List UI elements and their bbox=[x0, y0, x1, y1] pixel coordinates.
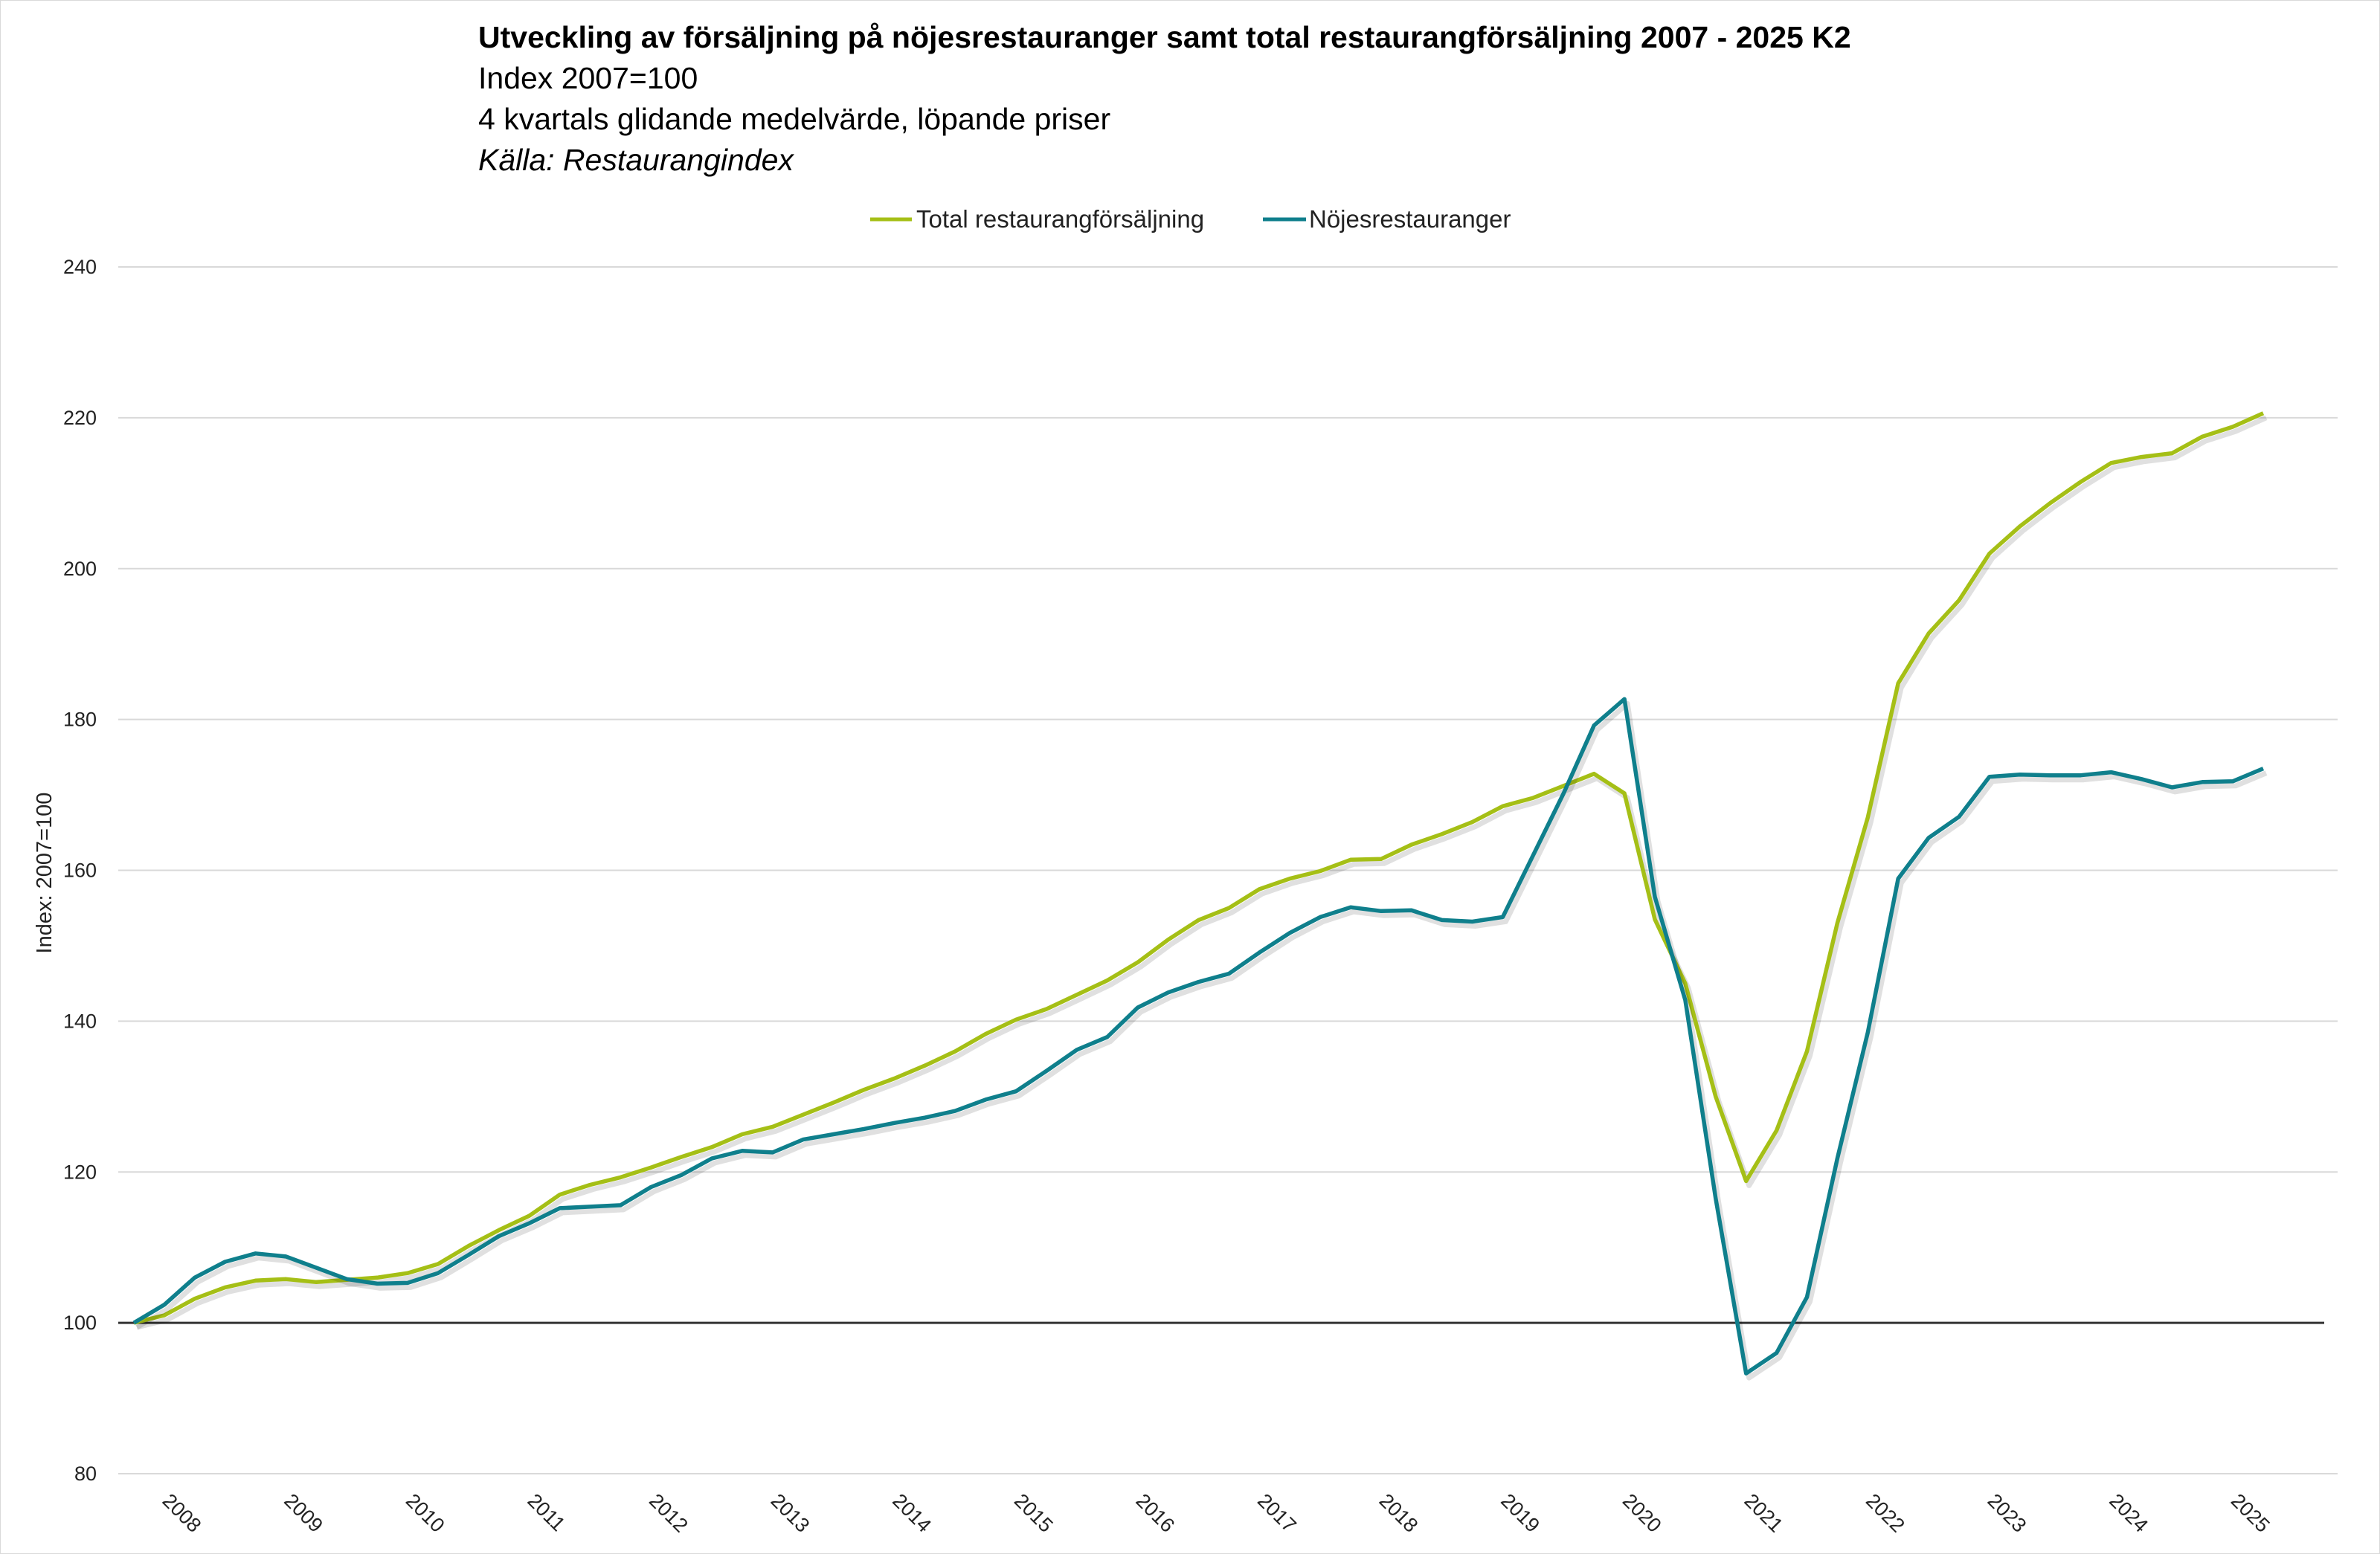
y-tick-label: 220 bbox=[63, 407, 97, 429]
y-tick-label: 200 bbox=[63, 558, 97, 580]
series-shadow bbox=[135, 700, 2268, 1381]
x-tick-label: 2018 bbox=[1375, 1489, 1423, 1537]
series-line-total bbox=[133, 411, 2265, 1325]
y-tick-label: 240 bbox=[63, 256, 97, 278]
y-tick-labels: 80 100 120 140 160 180 200 220 240 bbox=[63, 256, 97, 1485]
y-tick-label: 120 bbox=[63, 1161, 97, 1183]
x-tick-label: 2009 bbox=[280, 1489, 327, 1537]
x-tick-label: 2022 bbox=[1862, 1489, 1909, 1537]
x-tick-label: 2020 bbox=[1618, 1489, 1666, 1537]
x-tick-labels: 2008 2009 2010 2011 2012 2013 2014 2015 2016 2017… bbox=[158, 1489, 2274, 1537]
x-tick-label: 2025 bbox=[2227, 1489, 2274, 1537]
legend-label-total: Total restaurangförsäljning bbox=[916, 205, 1204, 233]
chart-source: Källa: Restaurangindex bbox=[478, 143, 794, 177]
legend: Total restaurangförsäljning Nöjesrestaur… bbox=[870, 205, 1511, 233]
series-lines bbox=[132, 411, 2268, 1381]
x-tick-label: 2012 bbox=[645, 1489, 692, 1537]
x-tick-label: 2008 bbox=[158, 1489, 206, 1537]
legend-label-nojes: Nöjesrestauranger bbox=[1309, 205, 1511, 233]
y-tick-label: 160 bbox=[63, 860, 97, 882]
x-tick-label: 2017 bbox=[1253, 1489, 1301, 1537]
y-tick-label: 100 bbox=[63, 1312, 97, 1334]
x-tick-label: 2013 bbox=[767, 1489, 814, 1537]
y-tick-label: 140 bbox=[63, 1010, 97, 1032]
x-tick-label: 2024 bbox=[2105, 1489, 2152, 1537]
x-tick-label: 2021 bbox=[1740, 1489, 1787, 1537]
y-axis-title: Index: 2007=100 bbox=[33, 793, 57, 954]
series-shadow bbox=[136, 415, 2268, 1330]
x-tick-label: 2014 bbox=[888, 1489, 936, 1537]
y-tick-label: 180 bbox=[63, 709, 97, 731]
chart-subtitle-2: 4 kvartals glidande medelvärde, löpande … bbox=[478, 102, 1110, 136]
x-tick-label: 2019 bbox=[1496, 1489, 1544, 1537]
x-tick-label: 2015 bbox=[1010, 1489, 1058, 1537]
x-tick-label: 2016 bbox=[1131, 1489, 1179, 1537]
x-tick-label: 2011 bbox=[523, 1489, 569, 1535]
gridlines bbox=[118, 266, 2338, 1474]
chart-subtitle-1: Index 2007=100 bbox=[478, 61, 698, 95]
chart-title: Utveckling av försäljning på nöjesrestau… bbox=[478, 20, 1851, 54]
x-tick-label: 2023 bbox=[1984, 1489, 2031, 1537]
y-tick-label: 80 bbox=[74, 1463, 97, 1485]
x-tick-label: 2010 bbox=[402, 1489, 449, 1537]
